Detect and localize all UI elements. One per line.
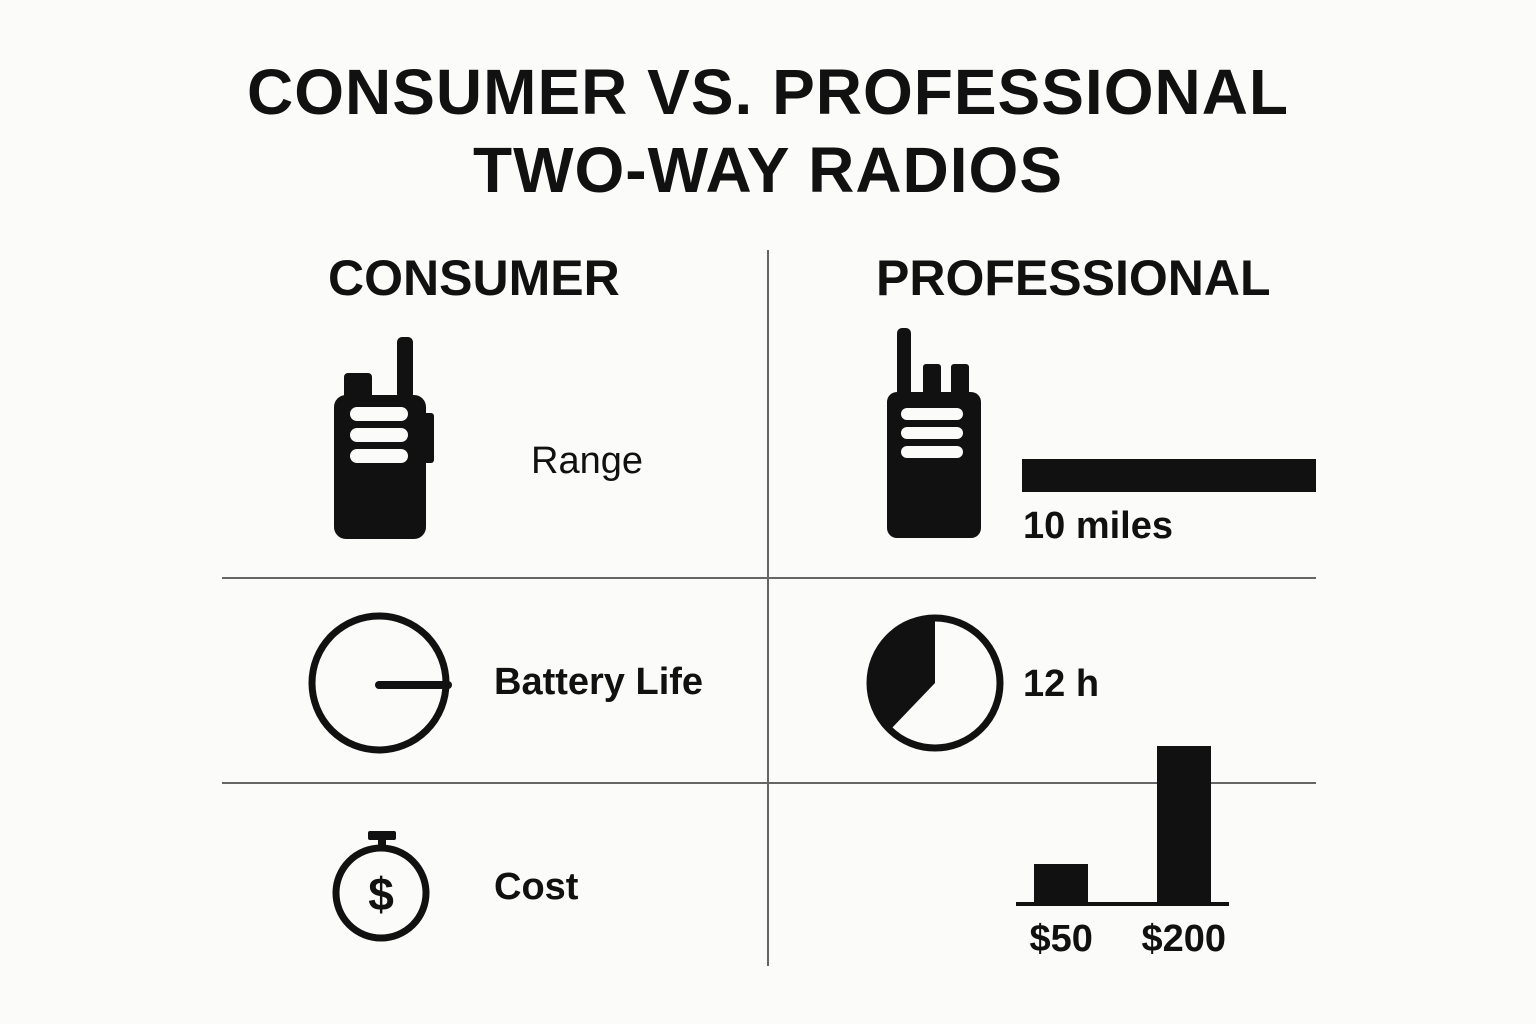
cost-tick-label-0: $50: [1029, 918, 1093, 960]
battery-life-label: Battery Life: [494, 661, 704, 703]
cost-bar-1: [1157, 746, 1211, 904]
page-title-line-2: TWO-WAY RADIOS: [472, 134, 1064, 206]
cost-bar-0: [1034, 864, 1088, 904]
cost-tick-label-1: $200: [1141, 918, 1227, 960]
range-label: Range: [531, 440, 643, 482]
consumer-clock-icon: [308, 612, 452, 754]
range-bar: [1022, 459, 1316, 492]
professional-column-heading: PROFESSIONAL: [876, 250, 1271, 306]
professional-clock-icon: [866, 614, 1004, 752]
column-divider: [767, 250, 769, 966]
dollar-sign: $: [368, 868, 394, 920]
row-divider-1: [222, 577, 1316, 579]
stopwatch-dollar-icon: $: [332, 831, 430, 942]
consumer-column-heading: CONSUMER: [328, 250, 620, 306]
professional-walkie-talkie-icon: [887, 328, 981, 538]
battery-life-value: 12 h: [1023, 663, 1100, 705]
cost-chart-baseline: [1016, 902, 1229, 906]
cost-label: Cost: [494, 866, 579, 908]
row-divider-2: [222, 782, 1316, 784]
consumer-walkie-talkie-icon: [334, 337, 434, 539]
range-value: 10 miles: [1023, 505, 1173, 547]
page-title-line-1: CONSUMER VS. PROFESSIONAL: [247, 56, 1289, 128]
